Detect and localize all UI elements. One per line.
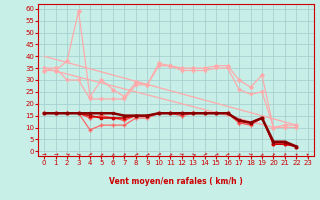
X-axis label: Vent moyen/en rafales ( km/h ): Vent moyen/en rafales ( km/h ) [109,177,243,186]
Text: →: → [87,151,93,157]
Text: →: → [121,151,128,157]
Text: →: → [156,151,162,157]
Text: →: → [213,151,219,157]
Text: →: → [42,152,46,157]
Text: →: → [98,151,105,158]
Text: →: → [76,151,82,157]
Text: →: → [247,151,253,157]
Text: →: → [270,151,277,157]
Text: →: → [53,152,58,157]
Text: →: → [282,151,288,157]
Text: →: → [190,151,196,157]
Text: →: → [259,151,265,158]
Text: →: → [109,151,116,158]
Text: →: → [144,151,150,157]
Text: →: → [167,151,174,158]
Text: →: → [294,152,299,157]
Text: →: → [236,151,243,158]
Text: →: → [201,151,208,157]
Text: →: → [305,152,310,157]
Text: →: → [64,151,70,157]
Text: →: → [179,151,185,157]
Text: →: → [224,151,231,157]
Text: →: → [133,151,139,157]
